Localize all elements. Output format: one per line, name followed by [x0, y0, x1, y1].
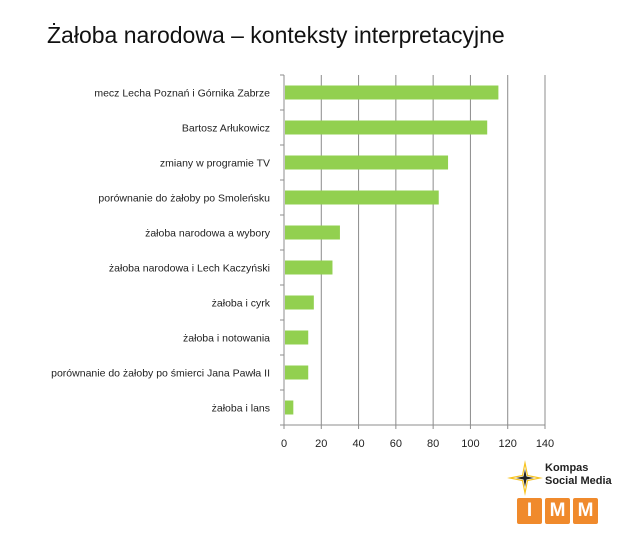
bar — [285, 295, 314, 310]
category-label: żałoba i notowania — [183, 333, 270, 345]
category-label: Bartosz Arłukowicz — [182, 123, 270, 135]
bar — [285, 365, 309, 380]
category-label: żałoba narodowa a wybory — [145, 228, 271, 240]
category-label: porównanie do żałoby po Smoleńsku — [98, 193, 270, 205]
logo-line-social-media: Social Media — [545, 475, 612, 487]
x-tick-label: 0 — [281, 438, 287, 450]
logo-letter-m2: M — [573, 498, 598, 524]
category-label: zmiany w programie TV — [160, 158, 270, 170]
bar — [285, 260, 333, 275]
category-label: mecz Lecha Poznań i Górnika Zabrze — [94, 88, 270, 100]
x-tick-label: 80 — [427, 438, 439, 450]
logo-letter-i: I — [517, 498, 542, 524]
bar — [285, 400, 294, 415]
bar — [285, 155, 449, 170]
logo-brand-text: Kompas Social Media — [545, 462, 612, 488]
kompas-imm-logo: Kompas Social Media I M M — [503, 458, 633, 530]
bar — [285, 120, 488, 135]
x-tick-label: 40 — [352, 438, 364, 450]
x-tick-label: 100 — [461, 438, 479, 450]
bar — [285, 330, 309, 345]
category-label: żałoba narodowa i Lech Kaczyński — [109, 263, 270, 275]
x-tick-label: 140 — [536, 438, 554, 450]
compass-star-icon — [507, 460, 543, 496]
logo-line-kompas: Kompas — [545, 462, 589, 474]
bar — [285, 225, 340, 240]
x-tick-label: 120 — [499, 438, 517, 450]
category-label: porównanie do żałoby po śmierci Jana Paw… — [51, 368, 270, 380]
logo-letter-m1: M — [545, 498, 570, 524]
bar — [285, 190, 439, 205]
category-label: żałoba i lans — [212, 403, 270, 415]
x-tick-label: 60 — [390, 438, 402, 450]
bar — [285, 85, 499, 100]
chart-title: Żałoba narodowa – konteksty interpretacy… — [47, 22, 505, 48]
category-label: żałoba i cyrk — [212, 298, 271, 310]
x-tick-label: 20 — [315, 438, 327, 450]
